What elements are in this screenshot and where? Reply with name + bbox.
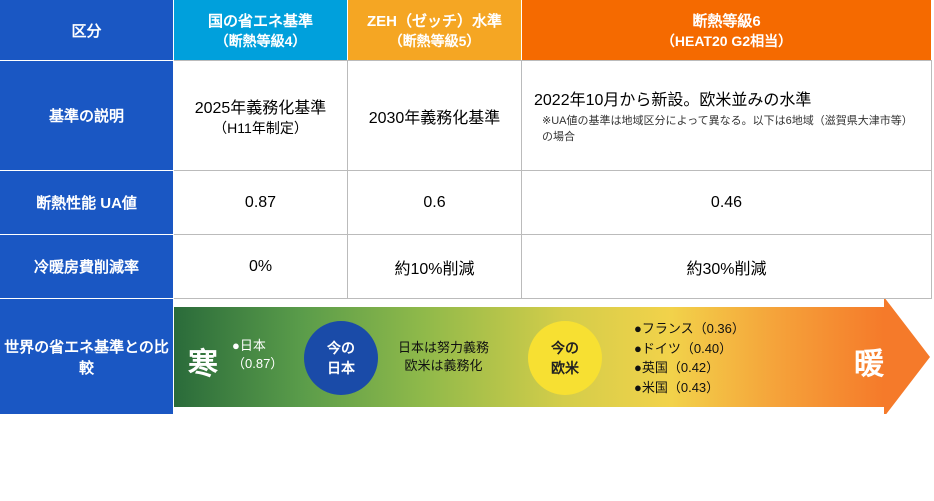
- cell-desc-1: 2025年義務化基準 （H11年制定）: [174, 60, 348, 170]
- rowhdr-label: 世界の省エネ基準との比較: [4, 336, 169, 378]
- rowhdr-world: 世界の省エネ基準との比較: [0, 298, 174, 414]
- header-line1: 国の省エネ基準: [208, 10, 313, 31]
- header-col-2: ZEH（ゼッチ）水準 （断熱等級5）: [348, 0, 522, 60]
- cell-text: 0.87: [245, 194, 276, 212]
- cell-cost-1: 0%: [174, 234, 348, 298]
- cell-text: 2025年義務化基準: [195, 94, 327, 118]
- country-item: ●米国（0.43）: [634, 378, 745, 398]
- cell-text: 2022年10月から新設。欧米並みの水準: [534, 86, 811, 110]
- cell-text: 0%: [249, 258, 272, 276]
- cell-ua-2: 0.6: [348, 170, 522, 234]
- japan-value: （0.87）: [232, 356, 283, 371]
- japan-point: ●日本 （0.87）: [232, 337, 283, 373]
- country-item: ●フランス（0.36）: [634, 319, 745, 339]
- cell-ua-3: 0.46: [522, 170, 932, 234]
- bubble-now-west: 今の 欧米: [528, 321, 602, 395]
- cell-text: 0.6: [423, 194, 445, 212]
- bubble-line1: 今の: [551, 338, 579, 358]
- mid-line2: 欧米は義務化: [405, 358, 483, 373]
- cell-desc-2: 2030年義務化基準: [348, 60, 522, 170]
- bubble-line2: 日本: [327, 358, 355, 378]
- rowhdr-label: 冷暖房費削減率: [34, 256, 139, 277]
- rowhdr-cost: 冷暖房費削減率: [0, 234, 174, 298]
- cell-ua-1: 0.87: [174, 170, 348, 234]
- bubble-line2: 欧米: [551, 358, 579, 378]
- cell-cost-3: 約30%削減: [522, 234, 932, 298]
- rowhdr-ua: 断熱性能 UA値: [0, 170, 174, 234]
- mid-caption: 日本は努力義務 欧米は義務化: [398, 339, 489, 375]
- cell-note: ※UA値の基準は地域区分によって異なる。以下は6地域（滋賀県大津市等）の場合: [534, 114, 919, 145]
- world-comparison-arrow: 寒 ●日本 （0.87） 今の 日本 日本は努力義務 欧米は義務化 今の 欧米 …: [174, 298, 932, 414]
- rowhdr-desc: 基準の説明: [0, 60, 174, 170]
- gradient-arrow-head: [884, 298, 930, 414]
- header-line2: （HEAT20 G2相当）: [661, 31, 792, 51]
- header-line1: 断熱等級6: [692, 10, 760, 31]
- header-line1: ZEH（ゼッチ）水準: [367, 10, 502, 31]
- cell-text: 約30%削減: [686, 255, 766, 279]
- japan-label: ●日本: [232, 338, 266, 353]
- cold-label: 寒: [188, 339, 218, 383]
- cell-text: 2030年義務化基準: [369, 104, 501, 128]
- header-line2: （断熱等級4）: [215, 31, 307, 51]
- comparison-table: 区分 国の省エネ基準 （断熱等級4） ZEH（ゼッチ）水準 （断熱等級5） 断熱…: [0, 0, 932, 414]
- cell-text: 約10%削減: [394, 255, 474, 279]
- cell-cost-2: 約10%削減: [348, 234, 522, 298]
- bubble-now-japan: 今の 日本: [304, 321, 378, 395]
- bubble-line1: 今の: [327, 338, 355, 358]
- country-item: ●英国（0.42）: [634, 358, 745, 378]
- header-col-1: 国の省エネ基準 （断熱等級4）: [174, 0, 348, 60]
- rowhdr-label: 断熱性能 UA値: [36, 192, 137, 213]
- country-item: ●ドイツ（0.40）: [634, 339, 745, 359]
- country-list: ●フランス（0.36） ●ドイツ（0.40） ●英国（0.42） ●米国（0.4…: [634, 319, 745, 397]
- cell-desc-3: 2022年10月から新設。欧米並みの水準 ※UA値の基準は地域区分によって異なる…: [522, 60, 932, 170]
- header-col-3: 断熱等級6 （HEAT20 G2相当）: [522, 0, 932, 60]
- cell-text: 0.46: [711, 194, 742, 212]
- header-label: 区分: [71, 20, 101, 41]
- cell-subtext: （H11年制定）: [213, 118, 308, 138]
- rowhdr-label: 基準の説明: [49, 105, 124, 126]
- header-line2: （断熱等級5）: [389, 31, 481, 51]
- warm-label: 暖: [854, 339, 884, 383]
- mid-line1: 日本は努力義務: [398, 340, 489, 355]
- header-col-0: 区分: [0, 0, 174, 60]
